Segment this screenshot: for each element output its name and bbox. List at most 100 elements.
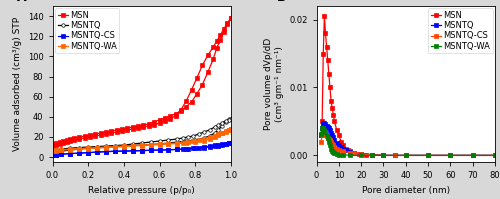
MSN <box>356 153 362 155</box>
MSNTQ-CS <box>228 141 234 144</box>
MSNTQ <box>352 152 358 155</box>
MSNTQ <box>320 122 326 124</box>
MSNTQ-CS <box>121 150 127 152</box>
MSNTQ-CS <box>138 149 144 152</box>
MSNTQ-CS <box>470 154 476 157</box>
Line: MSNTQ-WA: MSNTQ-WA <box>320 127 496 157</box>
X-axis label: Relative pressure (p/p₀): Relative pressure (p/p₀) <box>88 186 195 195</box>
MSN <box>326 73 332 75</box>
Text: A: A <box>17 0 26 4</box>
MSNTQ-WA <box>192 141 198 143</box>
Line: MSN: MSN <box>320 14 496 157</box>
MSN <box>221 31 227 33</box>
MSNTQ-CS <box>212 145 218 147</box>
MSNTQ <box>332 139 338 142</box>
MSNTQ-WA <box>103 146 109 149</box>
Line: MSNTQ: MSNTQ <box>320 121 496 157</box>
MSNTQ-WA <box>226 129 232 131</box>
MSN <box>336 134 342 136</box>
MSN <box>156 119 162 121</box>
MSN <box>172 113 178 115</box>
MSN <box>135 125 141 127</box>
MSNTQ-WA <box>138 144 144 147</box>
MSNTQ-WA <box>448 154 454 157</box>
MSN <box>345 149 351 151</box>
MSNTQ <box>192 139 198 141</box>
MSNTQ-WA <box>206 138 212 140</box>
MSNTQ <box>222 121 228 123</box>
MSN <box>322 15 328 17</box>
MSNTQ <box>329 134 335 136</box>
MSNTQ-WA <box>330 151 336 153</box>
MSNTQ-CS <box>380 154 386 157</box>
MSN <box>403 154 409 157</box>
MSN <box>324 46 330 48</box>
MSNTQ-WA <box>370 154 376 157</box>
MSN <box>352 151 358 154</box>
MSN <box>87 134 93 136</box>
Line: MSNTQ-WA: MSNTQ-WA <box>52 128 233 153</box>
MSN <box>224 23 230 25</box>
MSNTQ-WA <box>112 146 118 148</box>
MSNTQ-CS <box>328 141 334 143</box>
MSN <box>448 154 454 157</box>
MSNTQ-WA <box>320 127 326 129</box>
MSNTQ-CS <box>322 133 328 135</box>
MSNTQ-WA <box>332 152 338 155</box>
MSNTQ-WA <box>68 148 73 151</box>
MSNTQ-WA <box>216 134 222 136</box>
MSNTQ-WA <box>212 136 218 138</box>
MSNTQ <box>76 148 82 150</box>
MSNTQ-CS <box>103 150 109 153</box>
MSNTQ <box>50 152 56 154</box>
MSNTQ-WA <box>184 142 190 144</box>
MSNTQ <box>138 144 144 146</box>
MSN <box>68 138 73 140</box>
MSN <box>334 128 340 131</box>
MSN <box>319 120 325 123</box>
MSNTQ-WA <box>327 144 333 146</box>
MSNTQ <box>470 154 476 157</box>
MSNTQ <box>130 144 136 147</box>
MSNTQ <box>327 129 333 132</box>
Legend: MSN, MSNTQ, MSNTQ-CS, MSNTQ-WA: MSN, MSNTQ, MSNTQ-CS, MSNTQ-WA <box>55 9 120 53</box>
MSNTQ-CS <box>222 143 228 145</box>
MSN <box>108 130 114 132</box>
MSN <box>342 147 348 150</box>
MSNTQ <box>53 151 59 153</box>
MSNTQ <box>174 141 180 143</box>
MSNTQ-CS <box>76 152 82 154</box>
MSN <box>53 142 59 144</box>
MSNTQ <box>358 153 364 155</box>
MSNTQ <box>380 154 386 157</box>
MSN <box>347 150 353 152</box>
MSNTQ-WA <box>334 153 340 155</box>
MSNTQ-CS <box>327 139 333 142</box>
MSN <box>178 110 184 112</box>
MSNTQ <box>206 135 212 137</box>
MSNTQ-CS <box>174 148 180 151</box>
MSNTQ-CS <box>94 151 100 153</box>
MSNTQ <box>226 118 232 120</box>
MSNTQ-WA <box>174 142 180 145</box>
MSN <box>425 154 431 157</box>
MSNTQ <box>68 149 73 151</box>
MSN <box>200 83 205 86</box>
MSNTQ <box>322 123 328 125</box>
MSNTQ-WA <box>219 132 225 134</box>
MSNTQ-CS <box>53 153 59 156</box>
X-axis label: Pore diameter (nm): Pore diameter (nm) <box>362 186 450 195</box>
MSNTQ-CS <box>330 144 336 146</box>
MSNTQ-WA <box>358 154 364 157</box>
MSNTQ <box>58 150 64 152</box>
MSN <box>162 117 168 119</box>
MSNTQ-WA <box>326 141 332 143</box>
MSNTQ-CS <box>448 154 454 157</box>
MSNTQ-WA <box>228 128 234 131</box>
MSNTQ-CS <box>347 151 353 154</box>
MSNTQ <box>347 151 353 153</box>
MSNTQ <box>326 127 332 129</box>
MSN <box>76 136 82 138</box>
Y-axis label: Pore volume dVp/dD
(cm³ gm⁻¹ nm⁻¹): Pore volume dVp/dD (cm³ gm⁻¹ nm⁻¹) <box>264 38 283 130</box>
MSNTQ-WA <box>85 147 91 150</box>
